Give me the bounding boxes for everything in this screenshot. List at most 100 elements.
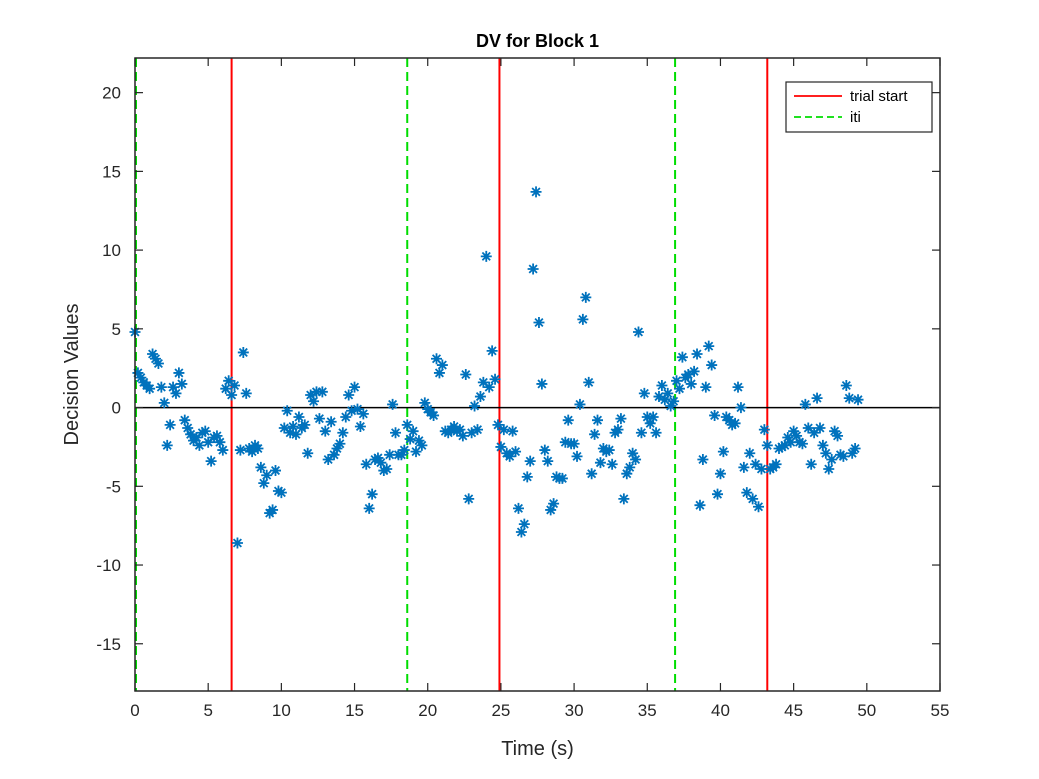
data-point [416,439,428,451]
data-point [799,398,811,410]
data-point [401,419,413,431]
data-point [413,435,425,447]
data-point [267,504,279,516]
data-point [454,424,466,436]
data-point [190,431,202,443]
data-point [152,357,164,369]
data-point [164,419,176,431]
data-point [284,427,296,439]
data-point [717,446,729,458]
data-point [820,447,832,459]
data-point [583,376,595,388]
data-point [785,436,797,448]
data-point [196,427,208,439]
data-point [782,431,794,443]
x-tick-label: 50 [857,701,876,720]
data-point [559,436,571,448]
data-point [817,439,829,451]
legend-label: iti [850,109,861,126]
data-point [802,422,814,434]
data-point [770,458,782,470]
data-point [562,414,574,426]
data-point [568,438,580,450]
data-point [319,425,331,437]
data-point [606,458,618,470]
data-point [407,425,419,437]
data-point [340,411,352,423]
x-tick-label: 0 [130,701,139,720]
data-point [647,411,659,423]
data-point [272,485,284,497]
data-point [217,444,229,456]
data-point [431,353,443,365]
data-point [612,424,624,436]
data-point [372,452,384,464]
data-point [723,414,735,426]
data-point [849,443,861,455]
data-point [709,409,721,421]
data-point [668,395,680,407]
data-point [498,424,510,436]
data-point [638,387,650,399]
data-point [161,439,173,451]
data-point [580,291,592,303]
data-point [796,438,808,450]
y-tick-label: 0 [112,399,121,418]
legend: trial start iti [785,81,933,133]
data-point [375,457,387,469]
data-point [624,461,636,473]
data-point [659,394,671,406]
data-point [469,400,481,412]
data-point [261,469,273,481]
data-point [700,381,712,393]
data-point [510,446,522,458]
data-point [395,449,407,461]
data-point [495,441,507,453]
data-point [656,380,668,392]
data-point [542,455,554,467]
data-point [231,537,243,549]
data-point [697,454,709,466]
x-axis-label: Time (s) [501,738,574,760]
data-points [129,186,864,549]
data-point [641,411,653,423]
data-point [255,461,267,473]
x-tick-label: 30 [565,701,584,720]
data-point [229,380,241,392]
data-point [551,471,563,483]
data-point [682,369,694,380]
data-point [460,369,472,380]
data-point [349,381,361,393]
data-point [325,416,337,428]
data-point [621,468,633,480]
data-point [387,398,399,410]
x-tick-label: 25 [491,701,510,720]
data-point [518,518,530,530]
data-point [688,365,700,377]
x-axis-ticks: 0 5 10 15 20 25 30 35 40 45 50 55 [130,58,949,720]
data-point [805,458,817,470]
legend-box [785,81,933,133]
data-point [685,378,697,390]
data-point [234,444,246,456]
data-point [270,465,282,477]
data-point [390,427,402,439]
data-point [650,427,662,439]
data-point [548,498,560,510]
y-tick-label: 20 [102,84,121,103]
data-point [305,389,317,401]
data-point [316,386,328,398]
data-point [199,425,211,437]
data-point [788,425,800,437]
data-point [524,455,536,467]
data-point [837,450,849,462]
data-point [694,499,706,511]
data-point [132,367,144,379]
data-point [369,454,381,466]
data-point [791,430,803,442]
data-point [354,420,366,432]
data-point [533,317,545,329]
data-point [366,488,378,500]
data-point [223,375,235,387]
y-tick-label: -5 [106,477,121,496]
